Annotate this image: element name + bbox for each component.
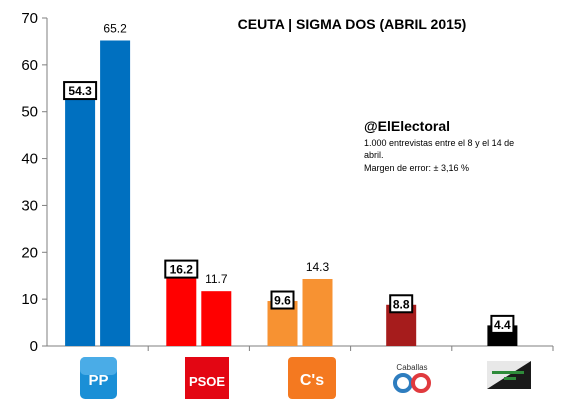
value-label: 14.3 bbox=[306, 260, 330, 274]
y-tick-label: 40 bbox=[21, 151, 38, 168]
pp-logo-text: PP bbox=[88, 372, 108, 389]
mdyc-logo-icon bbox=[487, 361, 531, 389]
value-label-box bbox=[490, 314, 515, 334]
bar bbox=[100, 40, 131, 347]
bar bbox=[201, 291, 232, 346]
y-tick-label: 50 bbox=[21, 104, 38, 121]
annotation-line-3: Margen de error: ± 3,16 % bbox=[364, 163, 469, 173]
bar bbox=[65, 91, 96, 347]
annotation-line-2: abril. bbox=[364, 150, 384, 160]
value-label: 9.6 bbox=[274, 294, 291, 308]
value-label: 65.2 bbox=[103, 21, 127, 35]
value-label: 16.2 bbox=[170, 263, 194, 277]
annotation-line-1: 1.000 entrevistas entre el 8 y el 14 de bbox=[364, 138, 514, 148]
value-label-box bbox=[164, 259, 199, 279]
psoe-logo-icon: PSOE bbox=[185, 357, 229, 399]
value-label: 4.4 bbox=[494, 318, 511, 332]
y-tick-label: 20 bbox=[21, 244, 38, 261]
bar bbox=[166, 270, 197, 346]
bars-group bbox=[65, 40, 518, 347]
y-tick-label: 10 bbox=[21, 291, 38, 308]
pp-logo-icon: PP bbox=[80, 357, 117, 399]
ciudadanos-logo-icon: C's bbox=[288, 357, 336, 399]
y-tick-label: 0 bbox=[30, 338, 38, 355]
y-tick-label: 30 bbox=[21, 197, 38, 214]
value-label-box bbox=[270, 290, 295, 310]
chart-title: CEUTA | SIGMA DOS (ABRIL 2015) bbox=[238, 16, 467, 32]
y-axis: 0 10 20 30 40 50 60 70 bbox=[21, 10, 554, 355]
ciudadanos-logo-text: C's bbox=[300, 372, 324, 389]
y-tick-label: 60 bbox=[21, 57, 38, 74]
bar bbox=[302, 278, 333, 346]
value-labels-group: 54.3 65.2 16.2 11.7 9.6 14.3 8.8 4.4 bbox=[63, 21, 515, 334]
value-label-box bbox=[389, 294, 414, 314]
value-label-box bbox=[63, 81, 98, 101]
annotation-handle: @ElElectoral bbox=[364, 118, 450, 134]
value-label: 8.8 bbox=[393, 297, 410, 311]
psoe-logo-text: PSOE bbox=[189, 374, 225, 389]
y-tick-label: 70 bbox=[21, 10, 38, 27]
value-label: 54.3 bbox=[68, 84, 92, 98]
caballas-logo-icon: Caballas bbox=[393, 363, 431, 393]
value-label: 11.7 bbox=[205, 272, 228, 286]
caballas-logo-text: Caballas bbox=[396, 363, 427, 372]
